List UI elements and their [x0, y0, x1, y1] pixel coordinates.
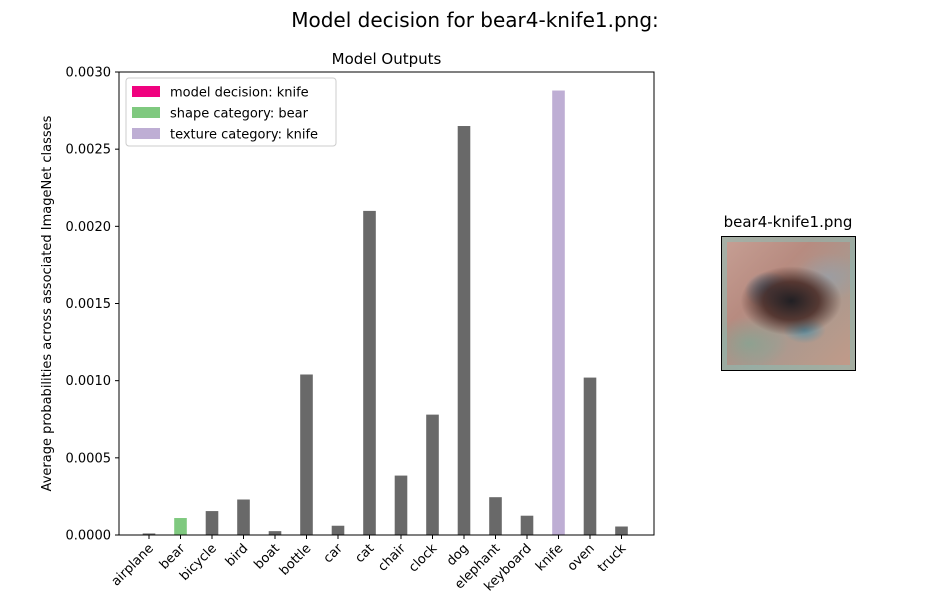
x-tick-label-bottle: bottle: [277, 541, 314, 578]
x-tick-label-clock: clock: [406, 541, 441, 576]
y-tick-label: 0.0000: [66, 529, 112, 544]
y-tick-label: 0.0005: [66, 451, 112, 466]
legend-label: model decision: knife: [170, 86, 309, 101]
bar-boat: [268, 531, 282, 535]
x-tick-label-knife: knife: [533, 541, 566, 574]
x-tick-label-car: car: [321, 541, 347, 567]
y-tick-label: 0.0020: [66, 220, 112, 235]
legend-label: texture category: knife: [170, 128, 318, 143]
chart-title: Model Outputs: [332, 50, 442, 68]
bar-keyboard: [520, 515, 534, 535]
legend-label: shape category: bear: [170, 107, 309, 122]
x-tick-label-truck: truck: [595, 541, 630, 576]
x-tick-label-chair: chair: [375, 541, 409, 575]
legend-swatch: [132, 128, 160, 139]
bar-bicycle: [205, 511, 219, 535]
bar-knife: [552, 90, 565, 536]
stimulus-thumbnail: [721, 236, 856, 371]
x-tick-label-cat: cat: [352, 541, 377, 566]
thumbnail-title: bear4-knife1.png: [723, 213, 853, 231]
bar-cat: [363, 210, 376, 535]
bar-airplane: [142, 533, 156, 535]
x-tick-label-airplane: airplane: [109, 541, 157, 589]
bar-dog: [457, 126, 471, 536]
figure-title: Model decision for bear4-knife1.png:: [291, 8, 659, 32]
bar-truck: [615, 526, 628, 535]
y-tick-label: 0.0010: [66, 374, 112, 389]
legend-swatch: [132, 86, 160, 97]
bar-chair: [394, 475, 408, 535]
bar-bird: [237, 499, 250, 535]
y-tick-label: 0.0030: [66, 66, 112, 81]
bar-car: [331, 525, 345, 535]
bar-bear: [174, 518, 187, 535]
bar-oven: [583, 377, 597, 535]
chart-axes: Model Outputs 0.0000 0.0005 0.0010 0.0015 0.0…: [40, 50, 655, 594]
bar-bottle: [300, 374, 313, 535]
legend-box: [125, 77, 337, 147]
bar-clock: [426, 414, 439, 535]
x-tick-label-bird: bird: [223, 541, 251, 569]
y-tick-label: 0.0025: [66, 143, 112, 158]
y-axis-label: Average probabilities across associated …: [40, 115, 55, 491]
legend-swatch: [132, 107, 160, 118]
y-tick-label: 0.0015: [66, 297, 112, 312]
bar-elephant: [489, 497, 502, 535]
x-tick-label-oven: oven: [565, 541, 598, 574]
